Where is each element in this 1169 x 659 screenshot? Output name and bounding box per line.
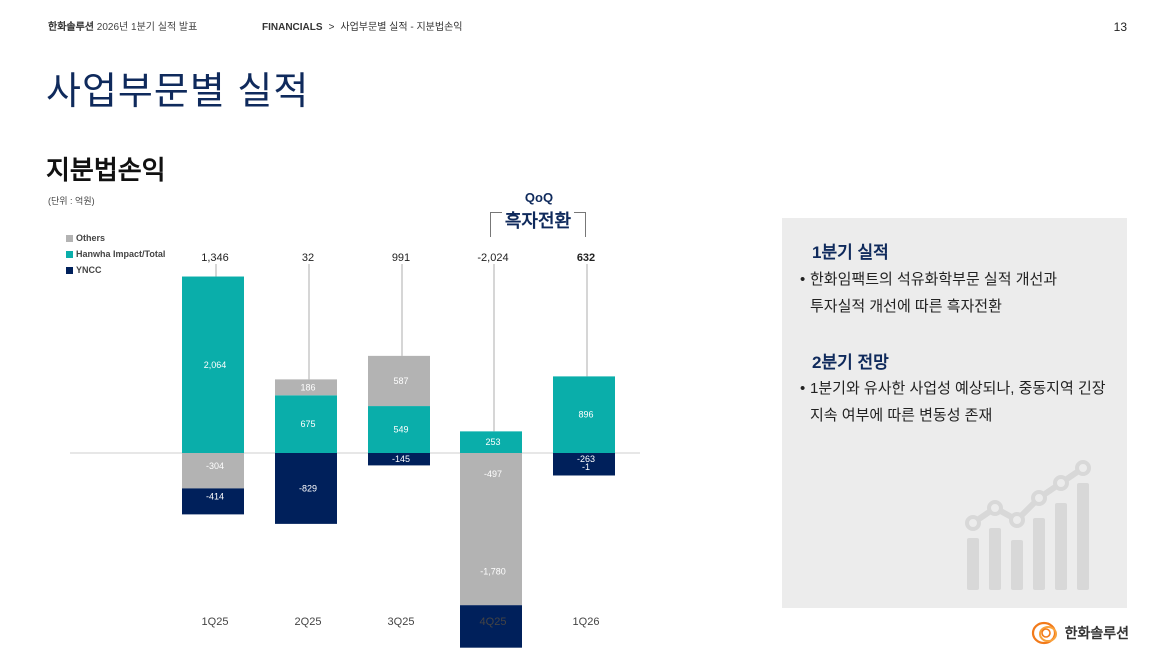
- category-label: 2Q25: [295, 616, 322, 628]
- q2-line-1: • 1분기와 유사한 사업성 예상되나, 중동지역 긴장: [800, 375, 1120, 402]
- bar-yncc-2q25: [275, 453, 337, 524]
- bar-yncc-4q25: [460, 605, 522, 648]
- q1-line-2: 투자실적 개선에 따른 흑자전환: [810, 298, 1002, 315]
- legend-item-yncc: YNCC: [66, 262, 165, 278]
- total-label: 632: [577, 252, 595, 264]
- category-label: 4Q25: [480, 616, 507, 628]
- segment-label: -1,780: [480, 567, 506, 577]
- page-title: 사업부문별 실적: [46, 71, 310, 113]
- segment-label: 253: [485, 437, 500, 447]
- q2-title: 2분기 전망: [812, 353, 889, 372]
- legend-label-yncc: YNCC: [76, 265, 102, 275]
- breadcrumb-root[interactable]: FINANCIALS: [262, 22, 323, 33]
- bar-hanwha-impact-total-1q26: [553, 376, 615, 453]
- bar-yncc-1q26: [553, 453, 615, 476]
- q2-body: • 1분기와 유사한 사업성 예상되나, 중동지역 긴장 지속 여부에 따른 변동…: [800, 375, 1120, 429]
- page-number: 13: [1113, 20, 1127, 34]
- total-label: -2,024: [477, 252, 508, 264]
- qoq-text-value: 흑자전환: [501, 211, 575, 231]
- chart-legend: Others Hanwha Impact/Total YNCC: [66, 230, 165, 278]
- segment-label: -304: [206, 461, 224, 471]
- category-label: 1Q26: [573, 616, 600, 628]
- legend-item-others: Others: [66, 230, 165, 246]
- segment-label: -145: [392, 454, 410, 464]
- growth-chart-icon: [965, 460, 1091, 590]
- segment-label: 587: [393, 376, 408, 386]
- bar-others-1q25: [182, 453, 244, 489]
- unit-label: (단위 : 억원): [48, 196, 95, 206]
- q1-title: 1분기 실적: [812, 243, 889, 262]
- bullet: •: [800, 380, 806, 397]
- segment-label: -497: [484, 469, 502, 479]
- category-label: 3Q25: [388, 616, 415, 628]
- segment-label: 549: [393, 425, 408, 435]
- breadcrumb: FINANCIALS > 사업부문별 실적 - 지분법손익: [262, 18, 462, 33]
- company-logo: 한화솔루션: [1031, 620, 1129, 646]
- bar-hanwha-impact-total-4q25: [460, 431, 522, 453]
- segment-label: 2,064: [204, 360, 227, 370]
- legend-swatch-hanwha: [66, 250, 73, 258]
- total-label: 1,346: [201, 252, 229, 264]
- equity-method-chart: -414 186 587 -1,780 -1 2,064 675 549 253 896 -304 -…: [70, 252, 640, 648]
- segment-label: -1: [582, 462, 590, 472]
- bar-others-2q25: [275, 379, 337, 396]
- segment-label: 896: [578, 410, 593, 420]
- legend-swatch-others: [66, 234, 73, 242]
- commentary-panel: 1분기 실적 • 한화임팩트의 석유화학부문 실적 개선과 투자실적 개선에 따른…: [782, 218, 1127, 608]
- segment-label: 675: [300, 419, 315, 429]
- qoq-label: QoQ: [524, 190, 554, 205]
- total-label: 991: [392, 252, 410, 264]
- bar-yncc-3q25: [368, 453, 430, 466]
- report-name: 2026년 1분기 실적 발표: [96, 22, 198, 33]
- category-label: 1Q25: [202, 616, 229, 628]
- bar-yncc-1q25: [182, 488, 244, 515]
- legend-label-others: Others: [76, 233, 106, 243]
- legend-label-hanwha: Hanwha Impact/Total: [76, 249, 166, 259]
- segment-label: 186: [300, 382, 315, 392]
- company-name: 한화솔루션: [48, 22, 94, 33]
- segment-label: -414: [206, 492, 224, 502]
- segment-label: -829: [299, 483, 317, 493]
- q1-line-1: • 한화임팩트의 석유화학부문 실적 개선과: [800, 266, 1120, 293]
- q1-body: • 한화임팩트의 석유화학부문 실적 개선과 투자실적 개선에 따른 흑자전환: [800, 266, 1120, 320]
- q2-line-2: 지속 여부에 따른 변동성 존재: [810, 407, 993, 424]
- report-header: 한화솔루션 2026년 1분기 실적 발표: [48, 18, 197, 33]
- section-title: 지분법손익: [46, 155, 166, 185]
- total-label: 32: [302, 252, 314, 264]
- qoq-text: 흑자전환: [490, 207, 586, 233]
- bullet: •: [800, 271, 806, 288]
- bar-hanwha-impact-total-2q25: [275, 395, 337, 453]
- breadcrumb-current: 사업부문별 실적 - 지분법손익: [340, 22, 463, 33]
- bar-others-3q25: [368, 355, 430, 407]
- legend-item-hanwha: Hanwha Impact/Total: [66, 246, 165, 262]
- bar-others-4q25: [460, 453, 522, 606]
- logo-text: 한화솔루션: [1064, 625, 1129, 641]
- breadcrumb-separator: >: [328, 22, 335, 33]
- bar-hanwha-impact-total-3q25: [368, 406, 430, 453]
- segment-label: -263: [577, 454, 595, 464]
- legend-swatch-yncc: [66, 266, 73, 274]
- logo-mark-icon: [1031, 621, 1057, 645]
- bar-hanwha-impact-total-1q25: [182, 276, 244, 453]
